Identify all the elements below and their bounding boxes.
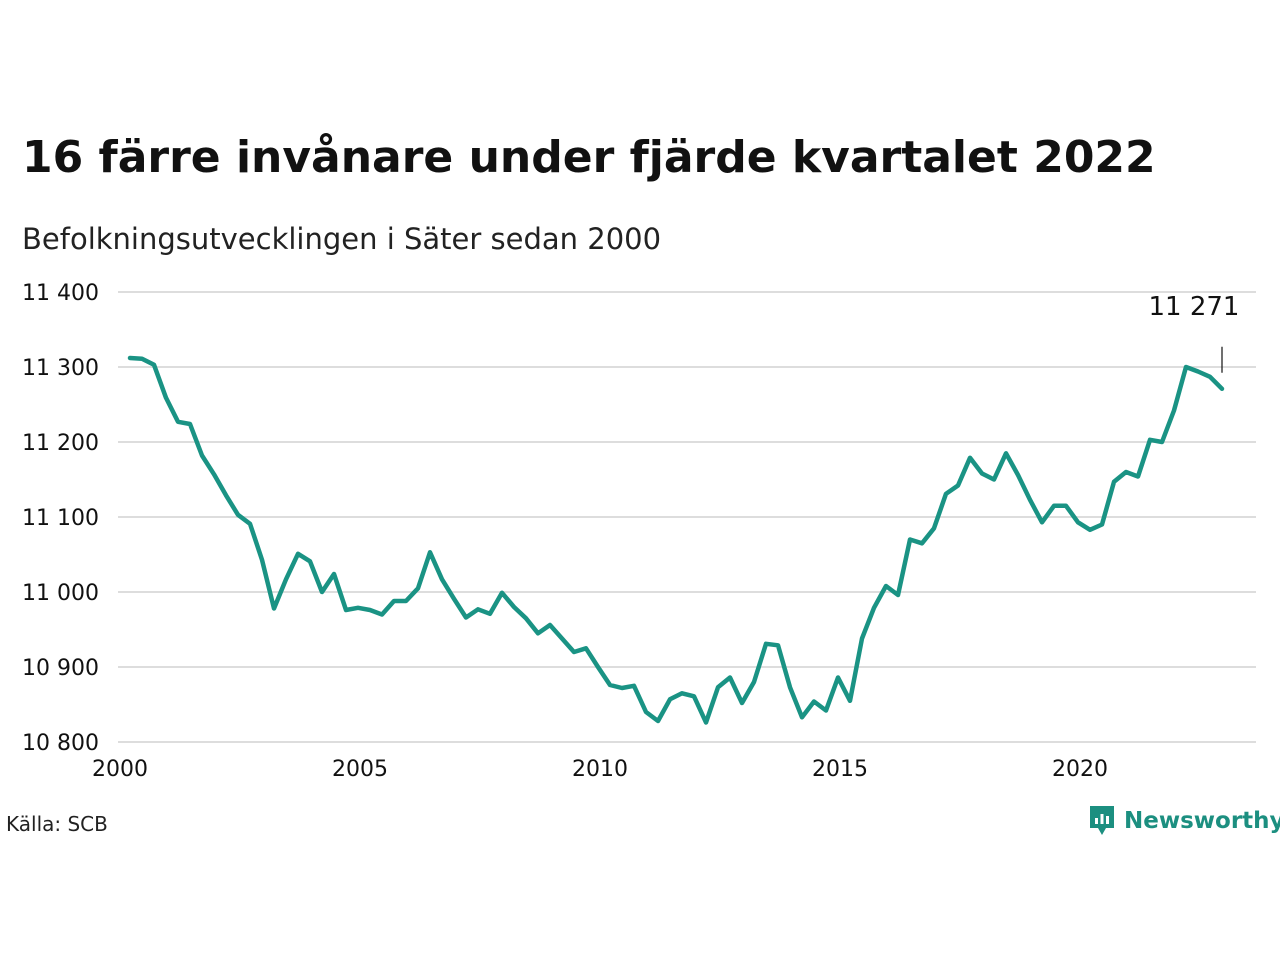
newsworthy-logo: Newsworthy (1088, 804, 1280, 838)
y-tick-label: 11 100 (22, 506, 99, 531)
newsworthy-logo-icon (1090, 806, 1114, 835)
grid-lines (118, 291, 1256, 743)
y-tick-label: 10 800 (22, 731, 99, 756)
y-tick-label: 11 200 (22, 431, 99, 456)
x-axis-ticks: 2000 2005 2010 2015 2020 (92, 757, 1108, 782)
chart-subtitle: Befolkningsutvecklingen i Säter sedan 20… (22, 222, 662, 256)
annotation-label: 11 271 (1149, 292, 1240, 322)
y-tick-label: 10 900 (22, 656, 99, 681)
x-tick-label: 2000 (92, 757, 148, 782)
population-line (127, 355, 1225, 725)
source-note: Källa: SCB (6, 812, 108, 836)
y-tick-label: 11 000 (22, 581, 99, 606)
y-tick-label: 11 300 (22, 356, 99, 381)
x-tick-label: 2005 (332, 757, 388, 782)
newsworthy-logo-text: Newsworthy (1124, 808, 1280, 834)
x-tick-label: 2015 (812, 757, 868, 782)
chart-title: 16 färre invånare under fjärde kvartalet… (22, 132, 1156, 183)
y-tick-label: 11 400 (22, 281, 99, 306)
x-tick-label: 2020 (1052, 757, 1108, 782)
y-axis-ticks: 10 800 10 900 11 000 11 100 11 200 11 300 11 4… (22, 281, 99, 756)
x-tick-label: 2010 (572, 757, 628, 782)
